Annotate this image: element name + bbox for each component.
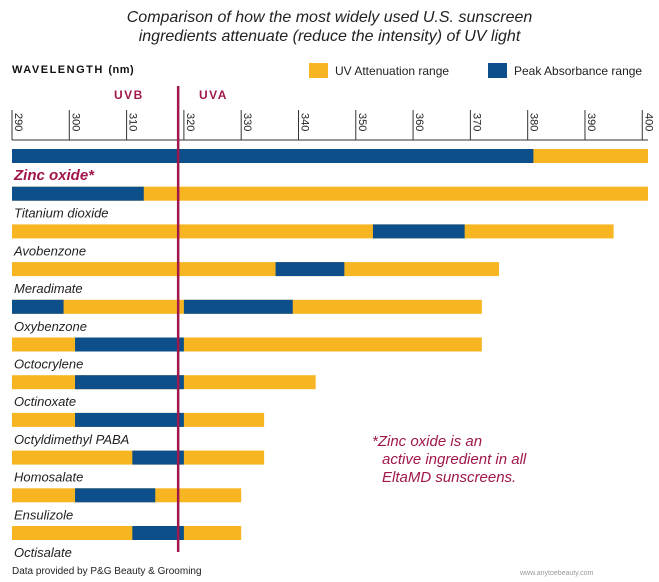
x-tick-label-370: 370	[470, 113, 482, 131]
legend-swatch-peak	[488, 63, 507, 78]
bar-peak-oxybenzone-1	[12, 299, 64, 314]
axis-label-text: WAVELENGTH	[12, 64, 104, 76]
bar-peak-homosalate	[132, 450, 184, 465]
data-source-footer: Data provided by P&G Beauty & Grooming	[12, 566, 202, 577]
ingredient-label-octyldimethyl-paba: Octyldimethyl PABA	[14, 432, 129, 447]
x-tick-label-310: 310	[127, 113, 139, 131]
bar-attenuation-octisalate	[12, 526, 242, 540]
chart-title-line-2: ingredients attenuate (reduce the intens…	[138, 28, 521, 45]
bar-peak-octisalate	[132, 526, 184, 540]
x-tick-label-300: 300	[69, 113, 81, 131]
bar-attenuation-avobenzone	[12, 224, 614, 239]
ingredient-label-titanium-dioxide: Titanium dioxide	[14, 206, 109, 221]
legend-label-peak: Peak Absorbance range	[514, 64, 643, 78]
x-tick-label-380: 380	[528, 113, 540, 131]
ingredient-label-meradimate: Meradimate	[14, 281, 83, 296]
x-tick-label-350: 350	[356, 113, 368, 131]
x-tick-label-320: 320	[184, 113, 196, 131]
bar-attenuation-meradimate	[12, 262, 500, 277]
ingredient-label-avobenzone: Avobenzone	[13, 243, 86, 258]
ingredient-label-octocrylene: Octocrylene	[14, 357, 83, 372]
bar-peak-octyldimethyl-paba	[75, 412, 184, 427]
x-tick-label-330: 330	[241, 113, 253, 131]
ingredient-label-octisalate: Octisalate	[14, 545, 72, 560]
bar-peak-meradimate	[275, 262, 345, 277]
uvb-label: UVB	[114, 88, 144, 102]
bar-peak-avobenzone	[372, 224, 465, 239]
x-tick-label-290: 290	[12, 113, 24, 131]
ingredient-label-ensulizole: Ensulizole	[14, 507, 73, 522]
x-tick-label-400: 400	[642, 113, 654, 131]
x-tick-label-390: 390	[585, 113, 597, 131]
bar-peak-octocrylene	[75, 337, 184, 352]
bar-peak-octinoxate	[75, 375, 184, 390]
uva-label: UVA	[199, 88, 228, 102]
axis-unit: (nm)	[108, 64, 135, 76]
zinc-oxide-note: *Zinc oxide is an active ingredient in a…	[372, 433, 572, 487]
note-line-3: EltaMD sunscreens.	[382, 469, 517, 486]
x-tick-label-360: 360	[413, 113, 425, 131]
note-line-2: active ingredient in all	[382, 451, 527, 468]
bar-peak-oxybenzone-2	[183, 299, 293, 314]
ingredient-label-zinc-oxide: Zinc oxide*	[13, 167, 95, 184]
note-line-1: *Zinc oxide is an	[372, 433, 483, 450]
legend-label-attenuation: UV Attenuation range	[335, 64, 450, 78]
bar-peak-titanium-dioxide	[12, 186, 144, 201]
bar-peak-zinc-oxide	[12, 149, 534, 163]
ingredient-label-homosalate: Homosalate	[14, 470, 83, 485]
bar-peak-ensulizole	[75, 488, 156, 503]
ingredient-label-oxybenzone: Oxybenzone	[14, 319, 87, 334]
chart-title-line-1: Comparison of how the most widely used U…	[126, 9, 533, 26]
legend-swatch-attenuation	[309, 63, 328, 78]
x-tick-label-340: 340	[298, 113, 310, 131]
ingredient-label-octinoxate: Octinoxate	[14, 394, 76, 409]
bar-attenuation-titanium-dioxide	[12, 186, 648, 201]
watermark: www.anytoebeauty.com	[520, 570, 594, 577]
axis-label: WAVELENGTH (nm)	[12, 64, 134, 76]
